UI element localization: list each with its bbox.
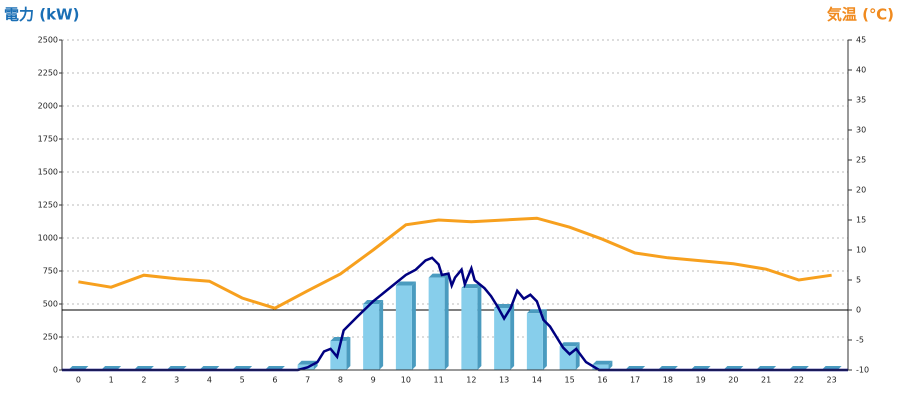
y-tick-label: 500: [43, 300, 58, 309]
y-tick-label: 1500: [38, 168, 58, 177]
x-tick-label: 14: [532, 376, 542, 385]
x-tick-label: 8: [338, 376, 343, 385]
x-tick-label: 4: [207, 376, 212, 385]
y-tick-label: 250: [43, 333, 58, 342]
y2-tick-label: 15: [856, 216, 866, 225]
bar: [395, 285, 412, 370]
bar: [428, 277, 445, 370]
power-line: [62, 256, 848, 372]
temperature-line: [78, 216, 832, 310]
x-tick-label: 12: [466, 376, 476, 385]
y2-tick-label: 0: [856, 306, 861, 315]
bar: [461, 288, 478, 370]
y-title: 電力 (kW): [4, 6, 79, 24]
bar: [592, 364, 609, 370]
bar-side: [379, 300, 384, 370]
x-tick-label: 15: [565, 376, 575, 385]
x-tick-label: 0: [76, 376, 81, 385]
x-tick-label: 16: [597, 376, 607, 385]
y-tick-label: 1250: [38, 201, 58, 210]
y2-tick-label: 20: [856, 186, 866, 195]
y2-tick-label: 45: [856, 36, 866, 45]
x-tick-label: 1: [109, 376, 114, 385]
bar-top: [395, 281, 416, 286]
bar-top: [461, 284, 482, 289]
x-tick-label: 13: [499, 376, 509, 385]
bar-side: [542, 309, 547, 370]
y2-tick-label: 35: [856, 96, 866, 105]
bar: [526, 313, 543, 370]
x-tick-label: 21: [761, 376, 771, 385]
y-tick-label: 2000: [38, 102, 58, 111]
x-tick-label: 10: [401, 376, 411, 385]
bar-side: [444, 273, 449, 370]
x-tick-label: 19: [696, 376, 706, 385]
y-tick-label: 1000: [38, 234, 58, 243]
bar-side: [346, 336, 351, 370]
x-tick-label: 17: [630, 376, 640, 385]
bar-side: [575, 342, 580, 370]
x-tick-label: 22: [794, 376, 804, 385]
x-tick-label: 20: [728, 376, 738, 385]
x-tick-label: 3: [174, 376, 179, 385]
y-tick-label: 750: [43, 267, 58, 276]
y-tick-label: 2250: [38, 69, 58, 78]
x-tick-label: 18: [663, 376, 673, 385]
y2-tick-label: -10: [856, 366, 869, 375]
bar-side: [510, 303, 515, 370]
y2-tick-label: 30: [856, 126, 866, 135]
x-tick-label: 5: [240, 376, 245, 385]
x-tick-label: 2: [141, 376, 146, 385]
y2-tick-label: -5: [856, 336, 864, 345]
bar-top: [559, 342, 580, 347]
x-tick-label: 11: [434, 376, 444, 385]
y2-tick-label: 5: [856, 276, 861, 285]
bar-side: [608, 360, 613, 370]
x-tick-label: 6: [272, 376, 277, 385]
y2-tick-label: 25: [856, 156, 866, 165]
y-tick-label: 2500: [38, 36, 58, 45]
y2-tick-label: 10: [856, 246, 866, 255]
y2-title: 気温 (℃): [827, 6, 894, 24]
x-tick-label: 7: [305, 376, 310, 385]
bar-side: [477, 284, 482, 370]
y-tick-label: 1750: [38, 135, 58, 144]
y2-tick-label: 40: [856, 66, 866, 75]
bar: [494, 307, 511, 370]
y-tick-label: 0: [53, 366, 58, 375]
bar: [363, 304, 380, 370]
bar-top: [592, 360, 613, 365]
bar-side: [411, 281, 416, 370]
x-tick-label: 9: [371, 376, 376, 385]
x-tick-label: 23: [827, 376, 837, 385]
